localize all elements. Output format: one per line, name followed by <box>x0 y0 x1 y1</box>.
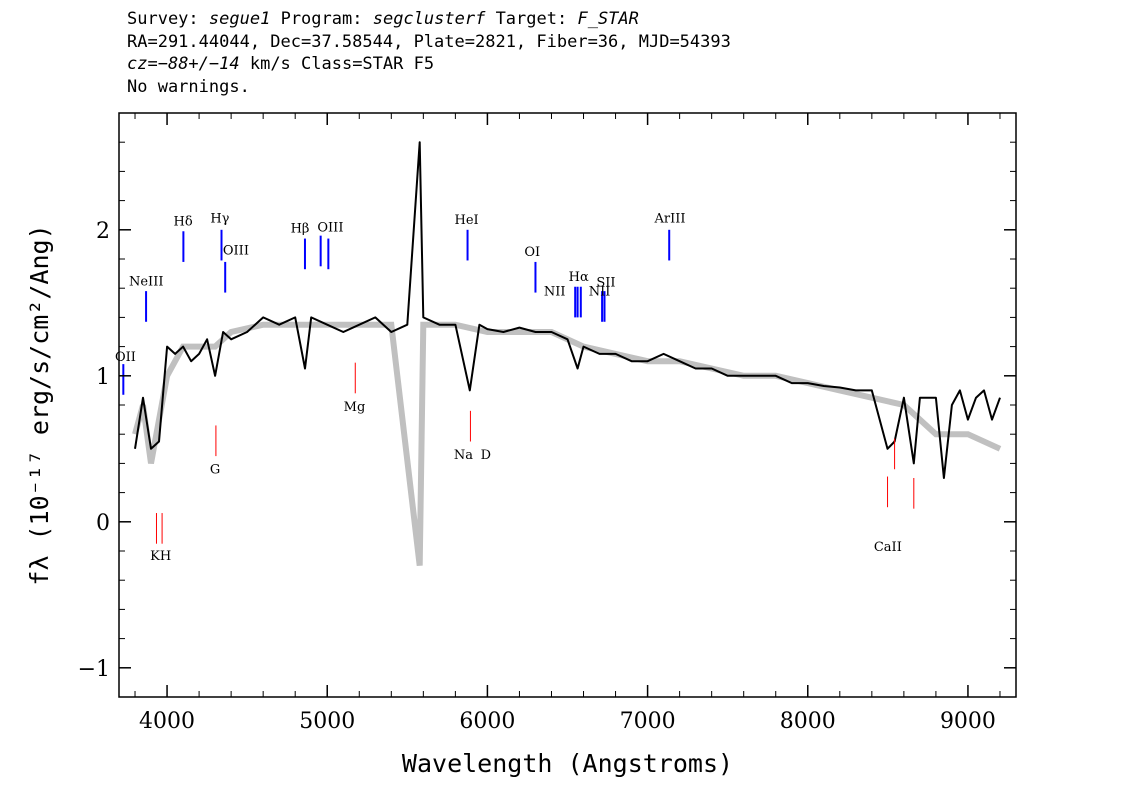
plot-frame <box>118 112 1017 698</box>
y-tick-label: 1 <box>96 365 110 390</box>
line-label: Mg <box>344 400 366 415</box>
survey-value: segue1 <box>208 9 271 29</box>
x-axis-title: Wavelength (Angstroms) <box>402 749 733 778</box>
line-label: NII <box>544 285 566 300</box>
line-label: SII <box>596 276 615 291</box>
x-tick-label: 8000 <box>780 709 836 734</box>
x-tick-label: 4000 <box>139 709 195 734</box>
y-tick-label: −1 <box>78 657 110 682</box>
line-label: Hα <box>569 270 589 285</box>
spectral-line-markers <box>122 229 915 544</box>
y-axis-title: fλ (10⁻¹⁷ erg/s/cm²/Ang) <box>25 224 54 585</box>
x-tick-label: 5000 <box>299 709 355 734</box>
line-label: NeIII <box>129 274 163 289</box>
flux-layer <box>134 141 1001 479</box>
noise-series <box>132 321 1002 566</box>
line-label: HeI <box>455 213 479 228</box>
cz-value: −88+/−14 <box>157 54 240 74</box>
x-tick-label: 7000 <box>620 709 676 734</box>
y-tick-label: 0 <box>96 511 110 536</box>
noise-layer <box>132 321 1002 566</box>
spectrum-header: Survey: segue1 Program: segclusterf Targ… <box>127 8 731 98</box>
line-label: Na <box>454 448 473 463</box>
target-label: Target: <box>495 9 568 29</box>
program-value: segclusterf <box>372 9 486 29</box>
x-tick-label: 6000 <box>459 709 515 734</box>
line-label: G <box>210 463 220 478</box>
header-line-redshift: cz=−88+/−14 km/s Class=STAR F5 <box>127 53 731 76</box>
line-label: CaII <box>874 540 902 555</box>
line-label: Hβ <box>291 222 310 237</box>
program-label: Program: <box>280 9 363 29</box>
x-tick-label: 9000 <box>940 709 996 734</box>
line-label: Hδ <box>173 214 192 229</box>
line-label: ArIII <box>654 212 686 227</box>
line-label: OI <box>524 245 540 260</box>
axes: 4000 5000 6000 7000 8000 9000 −1 0 1 2 <box>78 112 1016 734</box>
line-label: OIII <box>317 220 343 235</box>
flux-series <box>134 141 1001 479</box>
cz-label: cz= <box>127 54 158 74</box>
line-label: KH <box>150 549 171 564</box>
survey-label: Survey: <box>127 9 199 29</box>
class-text: km/s Class=STAR F5 <box>239 54 435 74</box>
header-line-coordinates: RA=291.44044, Dec=37.58544, Plate=2821, … <box>127 31 731 52</box>
line-label: Hγ <box>210 212 229 227</box>
target-value: F_STAR <box>577 9 639 29</box>
y-tick-label: 2 <box>96 219 110 244</box>
line-label: D <box>481 448 491 463</box>
line-label: OIII <box>223 244 249 259</box>
header-line-survey: Survey: segue1 Program: segclusterf Targ… <box>127 8 731 31</box>
line-label: OII <box>115 350 136 365</box>
line-label: NII <box>589 285 611 300</box>
header-line-warnings: No warnings. <box>127 76 250 97</box>
